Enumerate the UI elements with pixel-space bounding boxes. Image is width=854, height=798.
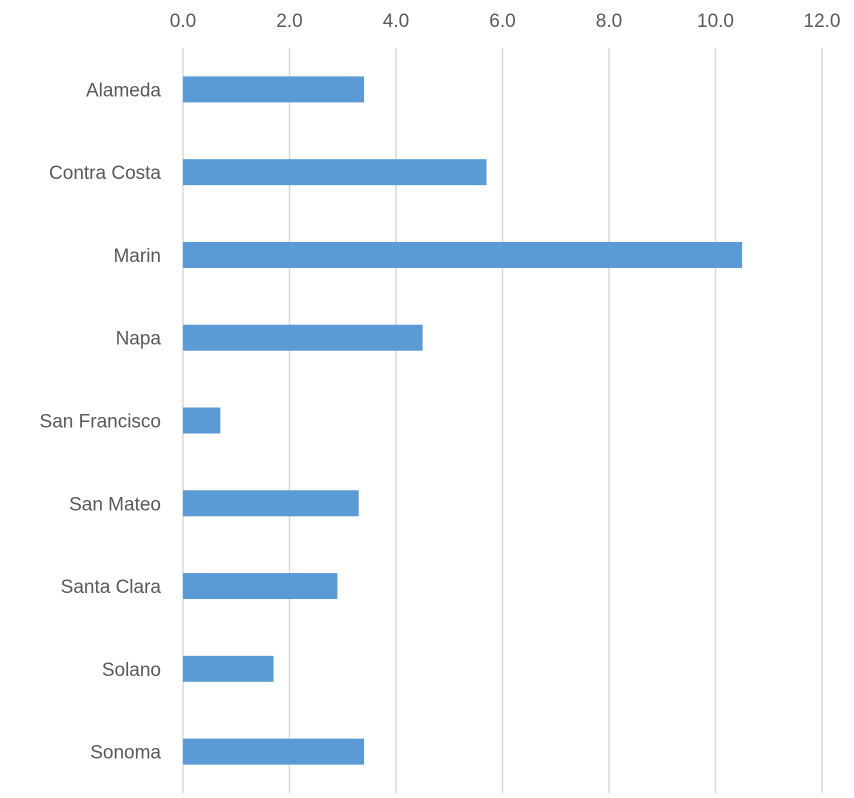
bar-napa: [183, 324, 423, 351]
bar-alameda: [183, 76, 365, 103]
x-tick-label: 12.0: [804, 11, 841, 32]
x-tick-label: 0.0: [170, 11, 196, 32]
x-tick-label: 4.0: [383, 11, 409, 32]
category-label: Santa Clara: [61, 577, 162, 598]
category-label: San Francisco: [40, 412, 161, 433]
category-label: San Mateo: [69, 494, 161, 515]
category-label: Marin: [113, 246, 161, 267]
bar-solano: [183, 655, 274, 682]
category-labels: Alameda Contra Costa Marin Napa San Francisc…: [40, 80, 162, 763]
x-tick-label: 10.0: [697, 11, 734, 32]
bar-san-francisco: [183, 407, 221, 434]
x-tick-label: 2.0: [276, 11, 302, 32]
bars: [183, 76, 743, 765]
category-label: Solano: [102, 660, 161, 681]
x-axis-ticks: 0.0 2.0 4.0 6.0 8.0 10.0 12.0: [170, 11, 841, 32]
bar-sonoma: [183, 738, 365, 765]
x-tick-label: 8.0: [596, 11, 622, 32]
category-label: Alameda: [86, 80, 161, 101]
x-tick-label: 6.0: [489, 11, 515, 32]
category-label: Contra Costa: [49, 163, 161, 184]
category-label: Sonoma: [90, 743, 161, 764]
category-label: Napa: [116, 329, 162, 350]
bar-marin: [183, 241, 743, 268]
bar-san-mateo: [183, 490, 359, 517]
bar-contra-costa: [183, 159, 487, 186]
bar-santa-clara: [183, 573, 338, 600]
